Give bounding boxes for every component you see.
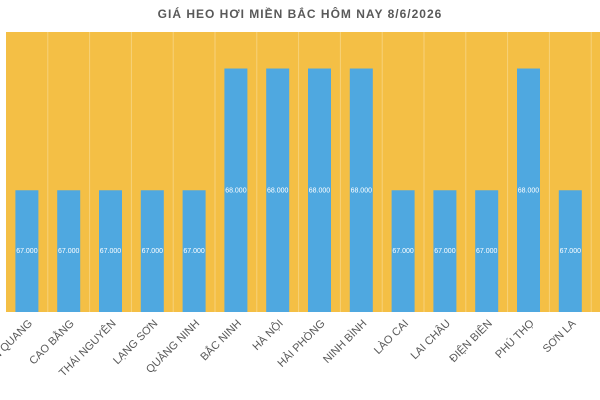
- data-label: 67.000: [142, 248, 164, 255]
- x-tick-label: BẮC NINH: [198, 317, 244, 363]
- data-label: 68.000: [309, 187, 331, 194]
- bar: [224, 68, 248, 313]
- data-label: 68.000: [351, 187, 373, 194]
- column-separators: [47, 32, 592, 312]
- bar: [182, 190, 206, 312]
- bar: [349, 68, 373, 313]
- bar: [558, 190, 582, 312]
- bar: [57, 190, 81, 312]
- x-tick-label: NINH BÌNH: [320, 317, 369, 366]
- data-label: 67.000: [183, 248, 205, 255]
- data-label: 68.000: [267, 187, 289, 194]
- data-labels: 67.000 67.000 67.000 67.000 67.000 68.000 68.0…: [16, 187, 581, 255]
- bar: [433, 190, 457, 312]
- chart-title: GIÁ HEO HƠI MIỀN BẮC HÔM NAY 8/6/2026: [157, 7, 443, 21]
- data-label: 68.000: [518, 187, 540, 194]
- bars: [15, 68, 582, 313]
- data-label: 67.000: [16, 248, 38, 255]
- x-tick-label: PHÚ THỌ: [493, 317, 537, 361]
- data-label: 67.000: [476, 248, 498, 255]
- bar: [99, 190, 122, 312]
- bar: [308, 68, 331, 313]
- x-tick-label: HÀ NỘI: [250, 317, 286, 353]
- bar: [391, 190, 415, 312]
- data-label: 67.000: [434, 248, 456, 255]
- data-label: 68.000: [225, 187, 247, 194]
- bar: [140, 190, 164, 312]
- plot-area: [6, 32, 600, 312]
- bar: [517, 68, 540, 313]
- x-tick-label: SƠN LA: [541, 317, 579, 355]
- data-label: 67.000: [560, 248, 582, 255]
- bar: [266, 68, 290, 313]
- data-label: 67.000: [58, 248, 80, 255]
- x-tick-label: TUYÊN QUANG: [0, 317, 35, 383]
- x-tick-label: ĐIỆN BIÊN: [447, 317, 495, 365]
- x-tick-label: LÀO CAI: [371, 317, 411, 357]
- data-label: 67.000: [100, 248, 122, 255]
- bar: [15, 190, 39, 312]
- bar: [475, 190, 499, 312]
- x-tick-label: LAI CHÂU: [408, 317, 453, 362]
- data-label: 67.000: [392, 248, 414, 255]
